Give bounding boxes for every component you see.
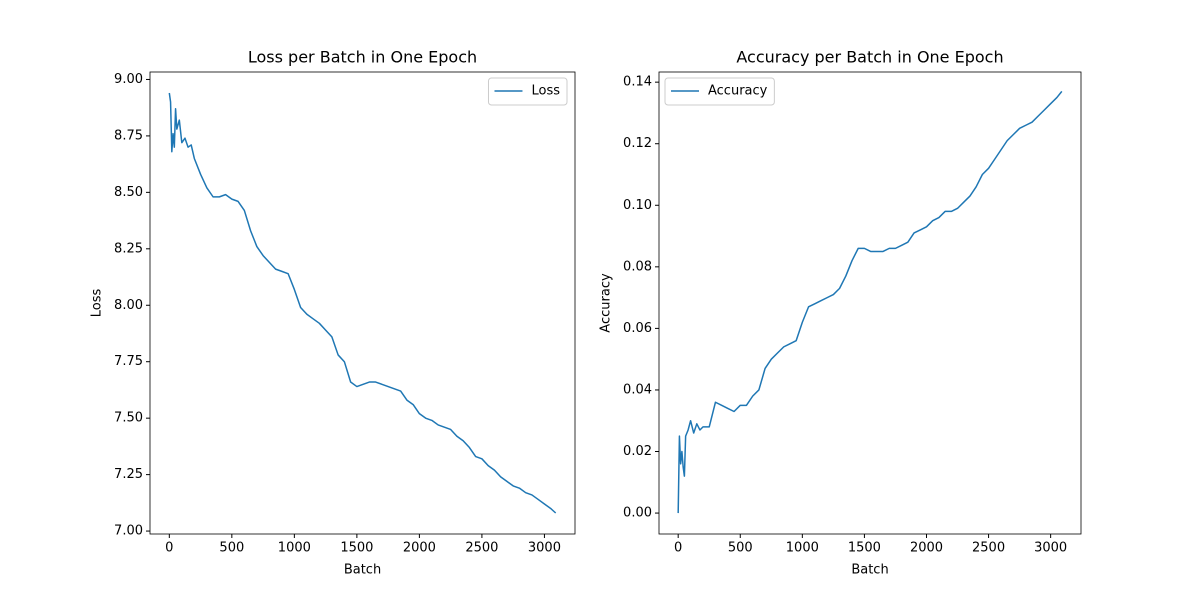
- y-tick-label: 7.75: [114, 354, 143, 369]
- axes-frame: [658, 71, 1082, 535]
- x-tick-label: 1000: [786, 541, 819, 556]
- y-tick-label: 0.04: [623, 382, 652, 397]
- x-tick-label: 3000: [528, 541, 561, 556]
- x-tick-label: 2500: [972, 541, 1005, 556]
- y-tick-label: 8.25: [114, 241, 143, 256]
- y-tick-label: 9.00: [114, 72, 143, 87]
- x-tick-label: 500: [728, 541, 753, 556]
- y-axis-label: Accuracy: [599, 273, 614, 333]
- legend-label: Accuracy: [708, 84, 768, 99]
- y-tick-label: 7.00: [114, 524, 143, 539]
- chart-title: Loss per Batch in One Epoch: [248, 48, 477, 67]
- legend-box: [664, 77, 775, 106]
- x-tick-label: 1500: [340, 541, 373, 556]
- y-tick-label: 0.14: [623, 75, 652, 90]
- y-tick-label: 7.50: [114, 411, 143, 426]
- x-axis-label: Batch: [851, 563, 888, 578]
- x-tick-label: 1000: [278, 541, 311, 556]
- y-tick-label: 0.08: [623, 259, 652, 274]
- y-tick-label: 8.75: [114, 128, 143, 143]
- x-tick-label: 0: [674, 541, 682, 556]
- data-line: [168, 92, 557, 514]
- y-axis-label: Loss: [90, 289, 105, 318]
- y-tick-label: 0.00: [623, 506, 652, 521]
- legend-label: Loss: [531, 84, 560, 99]
- y-tick-label: 8.50: [114, 185, 143, 200]
- chart-title: Accuracy per Batch in One Epoch: [736, 48, 1003, 67]
- x-tick-label: 500: [219, 541, 244, 556]
- y-tick-label: 0.02: [623, 444, 652, 459]
- y-tick-label: 0.12: [623, 136, 652, 151]
- x-tick-label: 3000: [1034, 541, 1067, 556]
- x-tick-label: 0: [165, 541, 173, 556]
- x-tick-label: 2500: [465, 541, 498, 556]
- legend: Accuracy: [664, 77, 775, 106]
- legend-box: [487, 77, 568, 106]
- y-tick-label: 7.25: [114, 467, 143, 482]
- y-tick-label: 0.10: [623, 198, 652, 213]
- data-line: [677, 90, 1063, 514]
- x-axis-label: Batch: [344, 563, 381, 578]
- y-tick-label: 8.00: [114, 298, 143, 313]
- legend: Loss: [487, 77, 568, 106]
- axes-frame: [149, 71, 576, 535]
- x-tick-label: 2000: [910, 541, 943, 556]
- x-tick-label: 1500: [848, 541, 881, 556]
- x-tick-label: 2000: [403, 541, 436, 556]
- y-tick-label: 0.06: [623, 321, 652, 336]
